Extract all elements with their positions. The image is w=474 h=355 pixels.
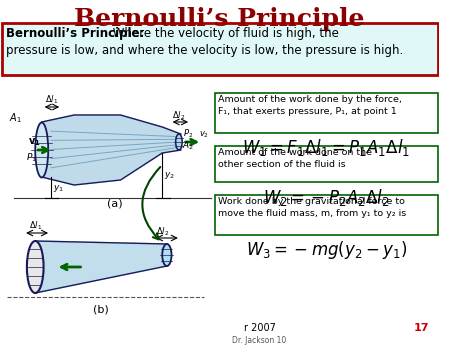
Text: (a): (a) bbox=[107, 199, 122, 209]
FancyBboxPatch shape bbox=[215, 93, 438, 133]
Ellipse shape bbox=[27, 241, 44, 293]
Polygon shape bbox=[42, 115, 181, 185]
Text: $v_2$: $v_2$ bbox=[200, 130, 210, 141]
Text: $y_2$: $y_2$ bbox=[164, 170, 175, 181]
Polygon shape bbox=[35, 241, 167, 293]
Text: Work done by the gravitational force to
move the fluid mass, m, from y₁ to y₂ is: Work done by the gravitational force to … bbox=[218, 197, 406, 218]
Text: $A_2$: $A_2$ bbox=[182, 139, 194, 152]
Text: Amount of the work done by the force,
F₁, that exerts pressure, P₁, at point 1: Amount of the work done by the force, F₁… bbox=[218, 95, 402, 116]
Text: $\Delta l_2$: $\Delta l_2$ bbox=[172, 109, 185, 121]
Text: Where the velocity of fluid is high, the: Where the velocity of fluid is high, the bbox=[109, 27, 339, 40]
Text: Bernoulli’s Principle:: Bernoulli’s Principle: bbox=[6, 27, 144, 40]
Text: $\Delta l_2$: $\Delta l_2$ bbox=[156, 225, 169, 237]
Text: $\mathbf{v_1}$: $\mathbf{v_1}$ bbox=[28, 136, 40, 148]
FancyBboxPatch shape bbox=[2, 23, 438, 75]
Text: $\Delta l_1$: $\Delta l_1$ bbox=[45, 94, 58, 106]
Text: $P_1$: $P_1$ bbox=[26, 151, 37, 164]
Text: Bernoulli’s Principle: Bernoulli’s Principle bbox=[74, 7, 365, 31]
Text: $\Delta l_1$: $\Delta l_1$ bbox=[29, 220, 42, 233]
Text: $A_1$: $A_1$ bbox=[9, 111, 22, 125]
Text: Dr. Jackson 10: Dr. Jackson 10 bbox=[232, 336, 287, 345]
Text: $y_1$: $y_1$ bbox=[53, 183, 64, 194]
Ellipse shape bbox=[35, 122, 48, 178]
Text: $W_3 =-mg\left(y_2 - y_1\right)$: $W_3 =-mg\left(y_2 - y_1\right)$ bbox=[246, 239, 407, 261]
Ellipse shape bbox=[176, 134, 182, 150]
Text: $W_1 = F_1\Delta l_1 = P_1 A_1 \Delta l_1$: $W_1 = F_1\Delta l_1 = P_1 A_1 \Delta l_… bbox=[242, 137, 410, 158]
Text: Amount of the work done on the
other section of the fluid is: Amount of the work done on the other sec… bbox=[218, 148, 372, 169]
Ellipse shape bbox=[162, 244, 172, 266]
Text: 17: 17 bbox=[414, 323, 429, 333]
Text: $P_2$: $P_2$ bbox=[182, 128, 193, 141]
FancyBboxPatch shape bbox=[215, 195, 438, 235]
Text: r 2007: r 2007 bbox=[244, 323, 275, 333]
FancyBboxPatch shape bbox=[215, 146, 438, 182]
Text: pressure is low, and where the velocity is low, the pressure is high.: pressure is low, and where the velocity … bbox=[6, 44, 403, 57]
Text: (b): (b) bbox=[93, 305, 109, 315]
Text: $W_2 =-P_2 A_2 \Delta l_2$: $W_2 =-P_2 A_2 \Delta l_2$ bbox=[263, 187, 390, 208]
